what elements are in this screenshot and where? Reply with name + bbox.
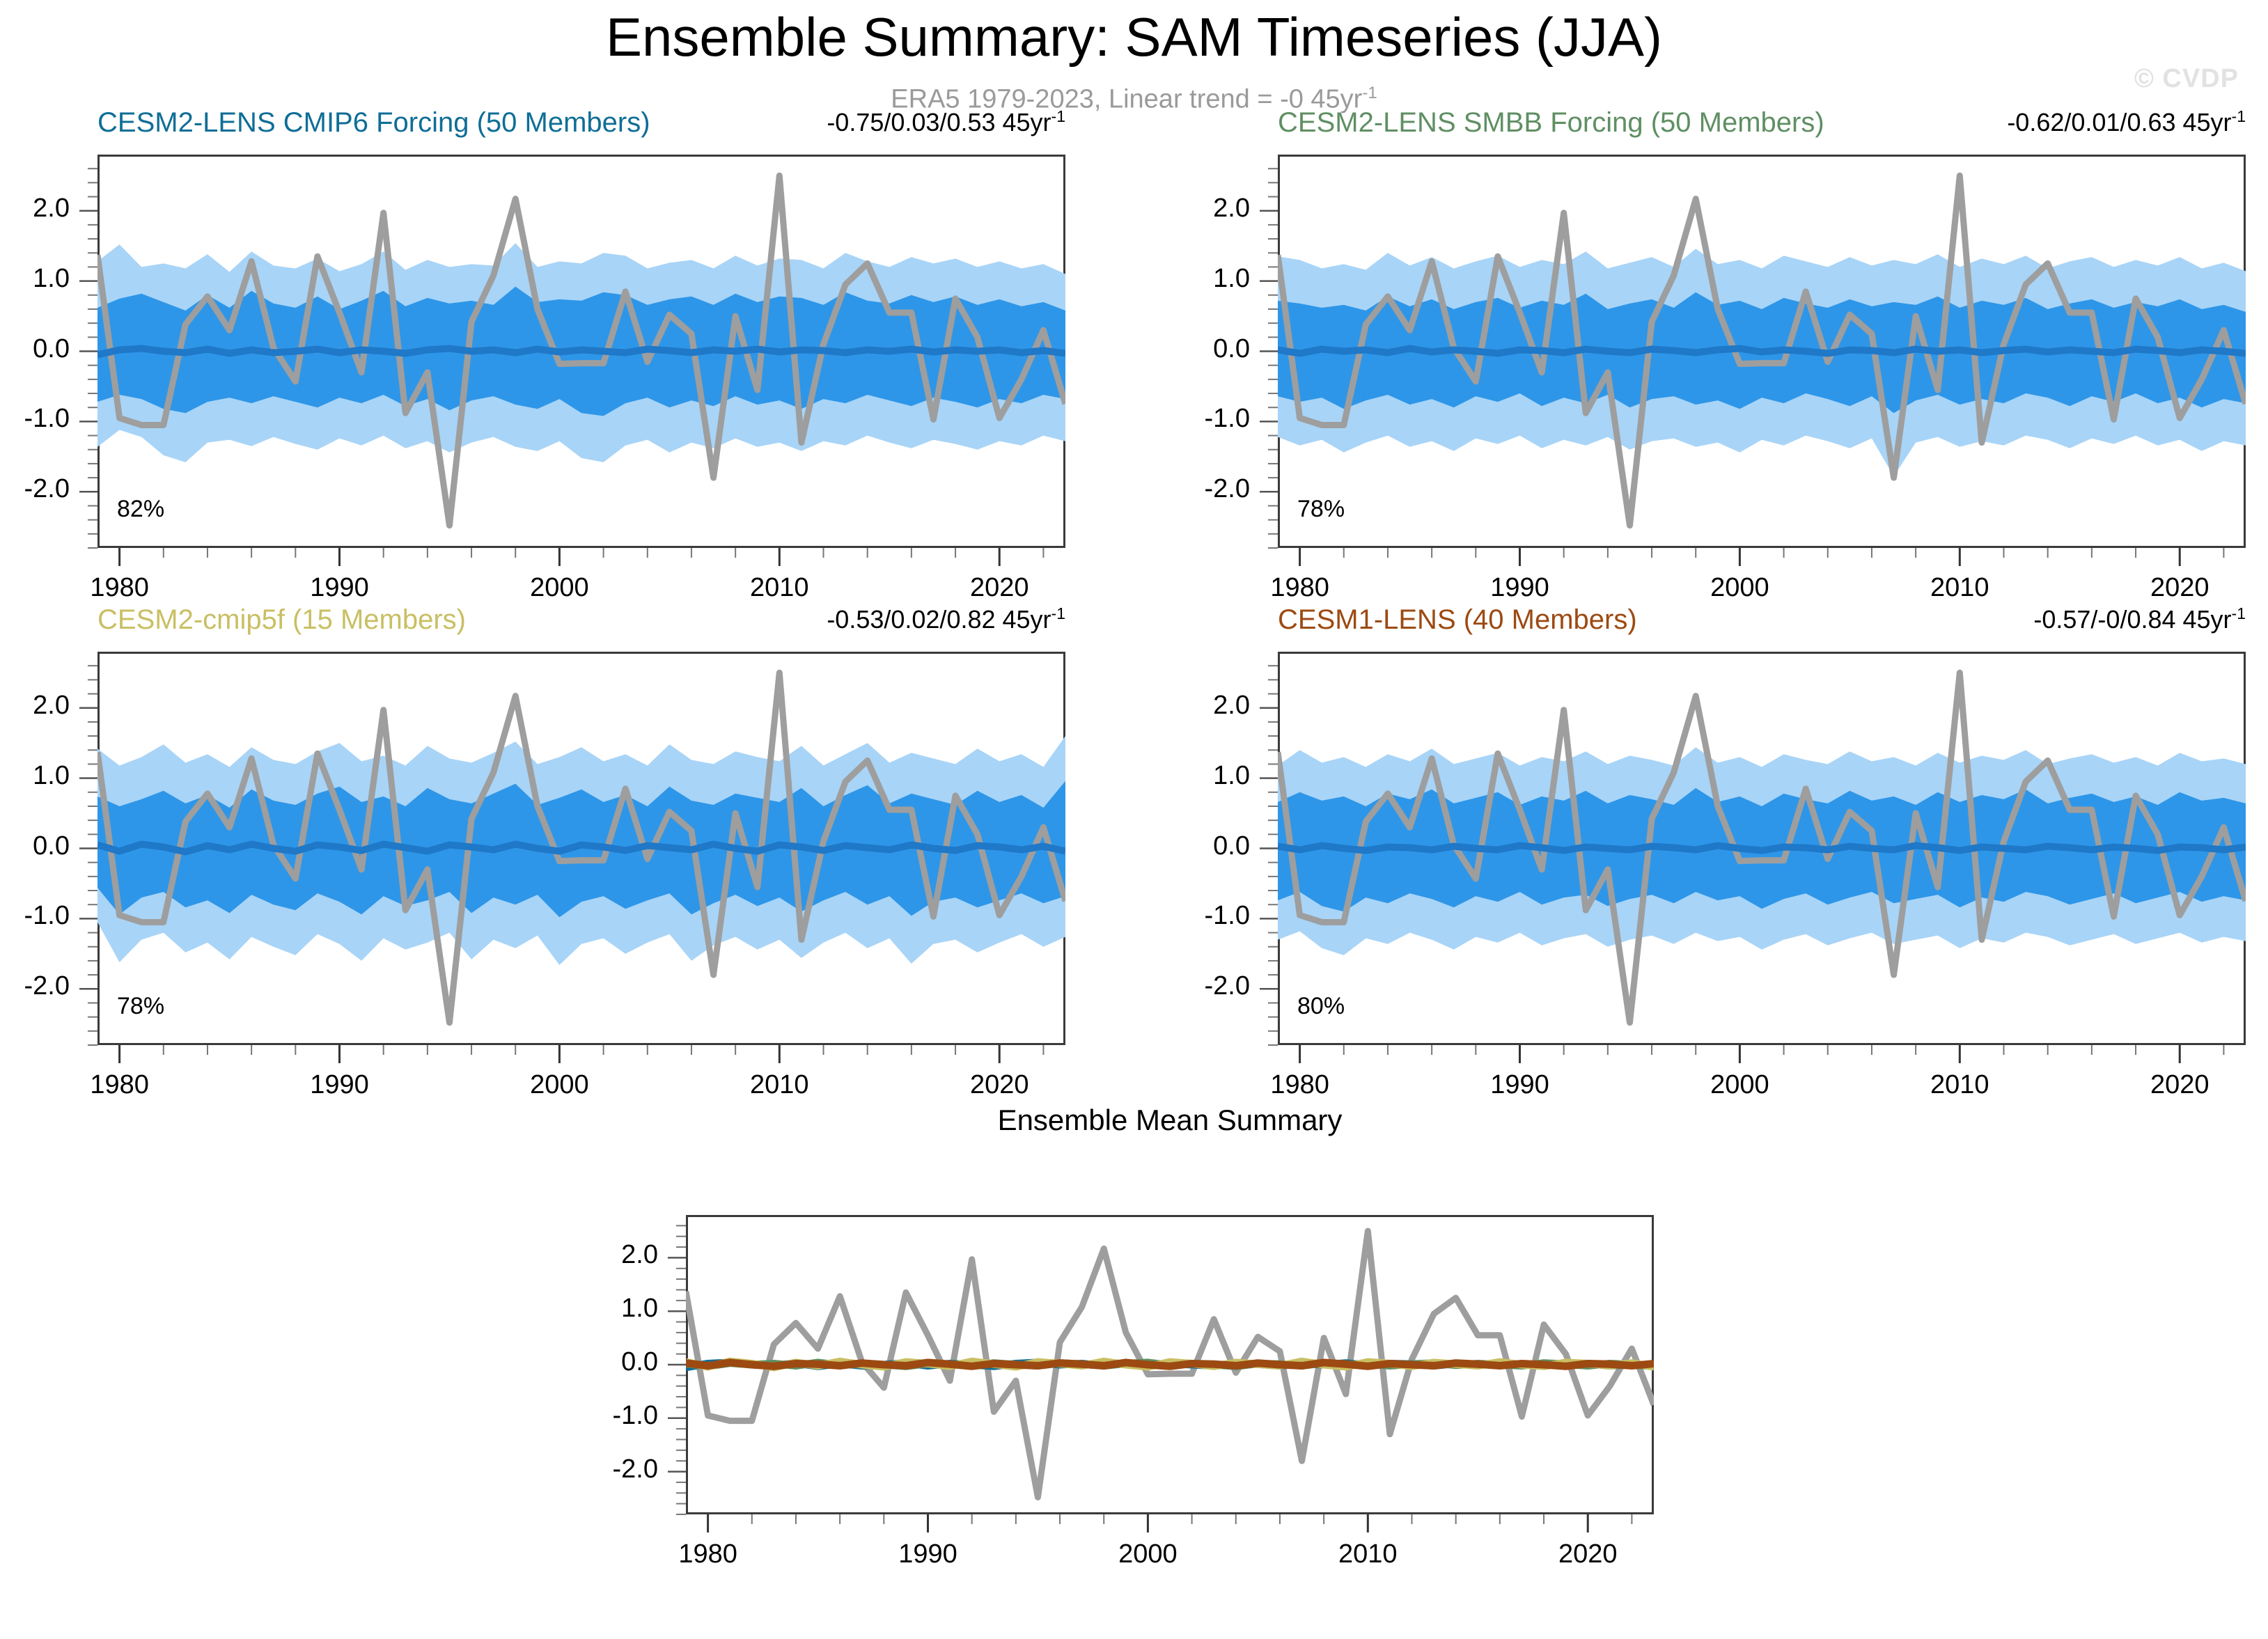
plot-svg-cesm2-lens-cmip6 bbox=[79, 168, 1065, 566]
x-axis-tick-label: 2020 bbox=[1558, 1539, 1618, 1569]
y-axis-tick-label: 0.0 bbox=[33, 334, 70, 363]
y-axis-tick-label: 2.0 bbox=[1213, 193, 1250, 223]
y-axis-tick-label: -1.0 bbox=[24, 404, 70, 434]
y-axis-tick-label: 2.0 bbox=[1213, 690, 1250, 720]
trend-exponent: -1 bbox=[2231, 107, 2246, 125]
ensemble-mean-line bbox=[1278, 345, 2246, 357]
x-axis-tick-label: 2000 bbox=[1710, 573, 1769, 602]
y-axis-tick-label: -2.0 bbox=[24, 971, 70, 1001]
y-axis-tick-label: -2.0 bbox=[24, 474, 70, 504]
x-axis-tick-label: 1980 bbox=[90, 1070, 149, 1099]
cvdp-watermark: © CVDP bbox=[2134, 64, 2239, 93]
y-axis-tick-label: -1.0 bbox=[24, 901, 70, 931]
y-axis-tick-label: 0.0 bbox=[1213, 334, 1250, 363]
y-axis-tick-label: 0.0 bbox=[621, 1347, 658, 1377]
y-axis-tick-label: 2.0 bbox=[621, 1240, 658, 1270]
y-axis-tick-label: 0.0 bbox=[1213, 831, 1250, 861]
x-axis-tick-label: 2010 bbox=[1338, 1539, 1398, 1569]
x-axis-tick-label: 1990 bbox=[898, 1539, 957, 1569]
panel-trend-cesm2-lens-smbb: -0.62/0.01/0.63 45yr-1 bbox=[2007, 107, 2246, 137]
x-axis-tick-label: 1980 bbox=[1270, 573, 1329, 602]
observation-line-era5 bbox=[1278, 669, 2246, 1026]
x-axis-tick-label: 1980 bbox=[1270, 1070, 1329, 1099]
panel-trend-cesm1-lens: -0.57/-0/0.84 45yr-1 bbox=[2033, 604, 2246, 634]
page-title: Ensemble Summary: SAM Timeseries (JJA) bbox=[0, 6, 2268, 69]
plot-svg-cesm2-cmip5f bbox=[79, 665, 1065, 1063]
y-axis-tick-label: -1.0 bbox=[1204, 901, 1250, 931]
y-axis-tick-label: -2.0 bbox=[1204, 474, 1250, 504]
observation-line-era5 bbox=[97, 669, 1065, 1026]
page-subtitle-exponent: -1 bbox=[1362, 84, 1377, 102]
panel-trend-cesm2-lens-cmip6: -0.75/0.03/0.53 45yr-1 bbox=[827, 107, 1065, 137]
y-axis-tick-label: 1.0 bbox=[33, 263, 70, 293]
y-axis-tick-label: -2.0 bbox=[612, 1454, 658, 1484]
summary-mean-line-cesm1-lens bbox=[686, 1358, 1654, 1370]
x-axis-tick-label: 1980 bbox=[678, 1539, 737, 1569]
plot-svg-cesm2-lens-smbb bbox=[1260, 168, 2246, 566]
x-axis-tick-label: 2010 bbox=[750, 1070, 809, 1099]
observation-line-era5 bbox=[97, 172, 1065, 529]
trend-value: -0.57/-0/0.84 45yr bbox=[2033, 605, 2232, 634]
panel-trend-cesm2-cmip5f: -0.53/0.02/0.82 45yr-1 bbox=[827, 604, 1065, 634]
trend-exponent: -1 bbox=[2231, 604, 2246, 622]
panel-title-cesm2-cmip5f: CESM2-cmip5f (15 Members) bbox=[97, 604, 467, 635]
x-axis-tick-label: 2010 bbox=[1930, 1070, 1989, 1099]
page-subtitle: ERA5 1979-2023, Linear trend = -0 45yr-1 bbox=[0, 84, 2268, 115]
x-axis-tick-label: 2000 bbox=[1118, 1539, 1178, 1569]
trend-value: -0.62/0.01/0.63 45yr bbox=[2007, 108, 2232, 136]
y-axis-tick-label: -2.0 bbox=[1204, 971, 1250, 1001]
coverage-percent-cesm2-cmip5f: 78% bbox=[117, 993, 165, 1019]
x-axis-tick-label: 1980 bbox=[90, 573, 149, 602]
x-axis-tick-label: 2020 bbox=[2150, 1070, 2210, 1099]
trend-value: -0.75/0.03/0.53 45yr bbox=[827, 108, 1051, 136]
trend-value: -0.53/0.02/0.82 45yr bbox=[827, 605, 1051, 634]
trend-exponent: -1 bbox=[1051, 107, 1065, 125]
coverage-percent-cesm1-lens: 80% bbox=[1297, 993, 1345, 1019]
observation-line-era5 bbox=[1278, 172, 2246, 529]
y-axis-tick-label: 1.0 bbox=[1213, 760, 1250, 790]
x-axis-tick-label: 2000 bbox=[1710, 1070, 1769, 1099]
x-axis-tick-label: 1990 bbox=[1490, 1070, 1549, 1099]
y-axis-tick-label: 1.0 bbox=[1213, 263, 1250, 293]
y-axis-tick-label: 1.0 bbox=[621, 1294, 658, 1324]
x-axis-tick-label: 2020 bbox=[969, 1070, 1029, 1099]
ensemble-mean-line bbox=[97, 840, 1065, 856]
x-axis-tick-label: 2000 bbox=[530, 573, 589, 602]
y-axis-tick-label: 0.0 bbox=[33, 831, 70, 861]
x-axis-tick-label: 1990 bbox=[310, 1070, 369, 1099]
panel-title-cesm2-lens-cmip6: CESM2-LENS CMIP6 Forcing (50 Members) bbox=[97, 107, 650, 138]
y-axis-tick-label: -1.0 bbox=[1204, 404, 1250, 434]
plot-svg-cesm1-lens bbox=[1260, 665, 2246, 1063]
ensemble-mean-line bbox=[97, 345, 1065, 359]
y-axis-tick-label: 2.0 bbox=[33, 690, 70, 720]
y-axis-tick-label: 1.0 bbox=[33, 760, 70, 790]
x-axis-tick-label: 2010 bbox=[750, 573, 809, 602]
summary-plot-svg bbox=[668, 1225, 1654, 1532]
x-axis-tick-label: 1990 bbox=[310, 573, 369, 602]
coverage-percent-cesm2-lens-cmip6: 82% bbox=[117, 496, 165, 522]
page-subtitle-text: ERA5 1979-2023, Linear trend = -0 45yr bbox=[891, 84, 1363, 114]
x-axis-tick-label: 2020 bbox=[969, 573, 1029, 602]
panel-title-cesm1-lens: CESM1-LENS (40 Members) bbox=[1278, 604, 1637, 635]
panel-title-cesm2-lens-smbb: CESM2-LENS SMBB Forcing (50 Members) bbox=[1278, 107, 1824, 138]
x-axis-tick-label: 2010 bbox=[1930, 573, 1989, 602]
ensemble-mean-line bbox=[1278, 842, 2246, 854]
trend-exponent: -1 bbox=[1051, 604, 1065, 622]
page-title-text: Ensemble Summary: SAM Timeseries (JJA) bbox=[605, 6, 1662, 68]
observation-line-era5 bbox=[686, 1228, 1654, 1500]
x-axis-tick-label: 1990 bbox=[1490, 573, 1549, 602]
x-axis-tick-label: 2020 bbox=[2150, 573, 2210, 602]
y-axis-tick-label: -1.0 bbox=[612, 1400, 658, 1430]
coverage-percent-cesm2-lens-smbb: 78% bbox=[1297, 496, 1345, 522]
y-axis-tick-label: 2.0 bbox=[33, 193, 70, 223]
x-axis-tick-label: 2000 bbox=[530, 1070, 589, 1099]
summary-panel-title: Ensemble Mean Summary bbox=[997, 1104, 1343, 1136]
